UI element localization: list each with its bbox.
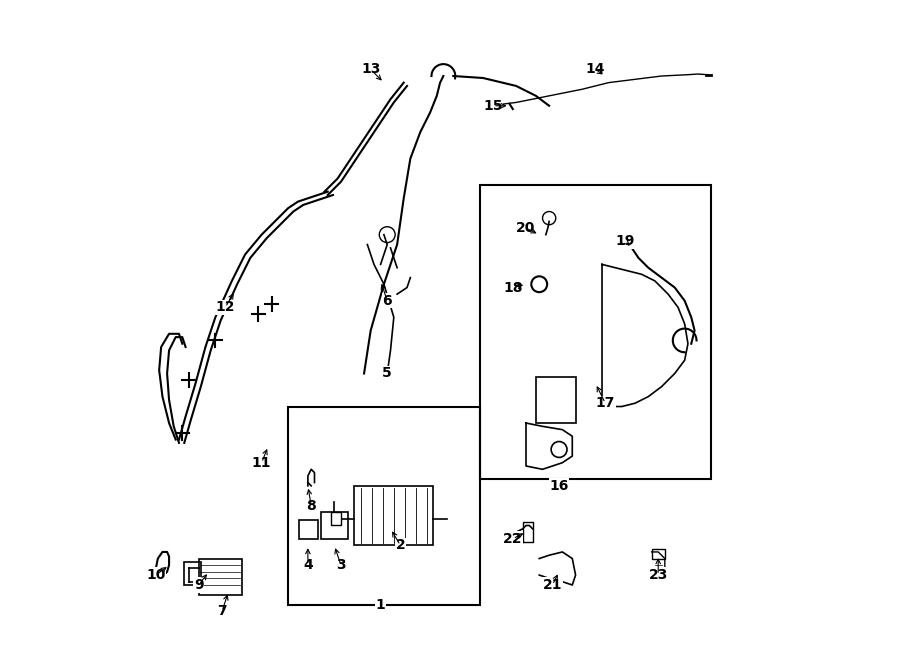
Text: 7: 7 xyxy=(217,604,227,619)
Bar xyxy=(199,559,242,595)
Bar xyxy=(300,520,318,539)
Text: 1: 1 xyxy=(375,598,385,612)
Bar xyxy=(321,512,347,539)
Text: 11: 11 xyxy=(252,455,272,470)
Bar xyxy=(184,562,201,585)
Text: 15: 15 xyxy=(483,98,503,113)
Text: 16: 16 xyxy=(549,479,569,493)
Bar xyxy=(331,512,341,525)
Bar xyxy=(652,549,665,559)
Text: 20: 20 xyxy=(517,221,535,235)
Text: 8: 8 xyxy=(306,498,316,513)
Text: 12: 12 xyxy=(215,300,235,315)
Text: 19: 19 xyxy=(616,234,634,249)
Text: 23: 23 xyxy=(649,568,668,582)
Text: 14: 14 xyxy=(586,62,605,77)
Text: 13: 13 xyxy=(361,62,381,77)
Bar xyxy=(355,486,434,545)
Bar xyxy=(480,185,711,479)
Text: 22: 22 xyxy=(503,531,523,546)
Text: 2: 2 xyxy=(396,538,405,553)
Text: 4: 4 xyxy=(303,558,313,572)
Text: 18: 18 xyxy=(503,280,523,295)
Text: 9: 9 xyxy=(194,578,203,592)
Text: 10: 10 xyxy=(146,568,166,582)
Bar xyxy=(536,377,576,423)
Text: 5: 5 xyxy=(382,366,392,381)
Text: 3: 3 xyxy=(336,558,346,572)
Text: 17: 17 xyxy=(596,396,615,410)
Bar xyxy=(288,407,480,605)
Text: 21: 21 xyxy=(543,578,562,592)
Text: 6: 6 xyxy=(382,293,392,308)
